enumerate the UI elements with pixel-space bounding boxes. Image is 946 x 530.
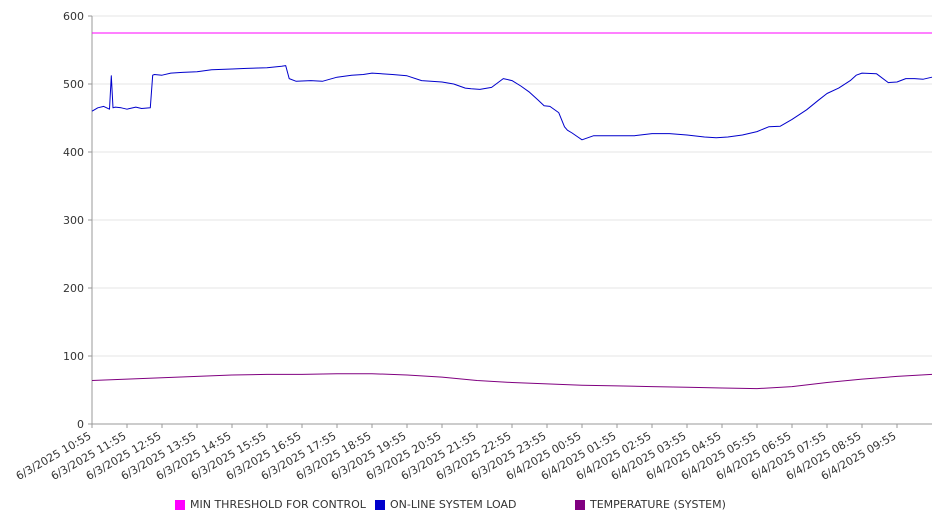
y-tick-label: 200 — [63, 282, 84, 295]
y-tick-label: 400 — [63, 146, 84, 159]
y-tick-label: 500 — [63, 78, 84, 91]
y-tick-label: 600 — [63, 10, 84, 23]
gridlines — [92, 15, 932, 357]
legend-swatch — [575, 499, 585, 510]
legend-item: MIN THRESHOLD FOR CONTROL — [175, 498, 366, 511]
y-tick-label: 100 — [63, 350, 84, 363]
axes — [88, 15, 932, 428]
legend-swatch — [175, 499, 185, 510]
legend-label: TEMPERATURE (SYSTEM) — [590, 498, 726, 511]
x-axis-tick-labels: 6/3/2025 10:556/3/2025 11:556/3/2025 12:… — [14, 429, 899, 483]
legend-item: TEMPERATURE (SYSTEM) — [575, 498, 726, 511]
legend-swatch — [375, 499, 385, 510]
legend-item: ON-LINE SYSTEM LOAD — [375, 498, 516, 511]
series-line-on-line-system-load — [91, 65, 933, 141]
legend-label: MIN THRESHOLD FOR CONTROL — [190, 498, 366, 511]
legend-label: ON-LINE SYSTEM LOAD — [390, 498, 517, 511]
y-axis-tick-labels: 0 100 200 300 400 500 600 — [63, 10, 84, 431]
series — [91, 32, 933, 390]
y-tick-label: 300 — [63, 214, 84, 227]
series-line-temperature-system — [91, 373, 933, 390]
legend: MIN THRESHOLD FOR CONTROL ON-LINE SYSTEM … — [0, 498, 946, 514]
y-tick-label: 0 — [77, 418, 84, 431]
